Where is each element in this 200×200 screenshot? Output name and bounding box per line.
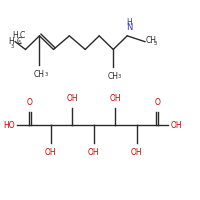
Text: H: H [12, 31, 18, 40]
Text: OH: OH [45, 148, 56, 157]
Text: CH: CH [108, 72, 119, 81]
Text: 3: 3 [44, 72, 47, 77]
Text: O: O [155, 98, 161, 107]
Text: H: H [126, 18, 132, 27]
Text: N: N [126, 23, 132, 32]
Text: OH: OH [66, 94, 78, 103]
Text: 3: 3 [11, 44, 14, 49]
Text: OH: OH [109, 94, 121, 103]
Text: H: H [9, 37, 14, 46]
Text: 3: 3 [153, 41, 157, 46]
Text: C: C [19, 31, 25, 40]
Text: OH: OH [170, 121, 182, 130]
Text: 3: 3 [17, 40, 20, 45]
Text: HO: HO [4, 121, 15, 130]
Text: OH: OH [131, 148, 142, 157]
Text: O: O [26, 98, 32, 107]
Text: C: C [16, 37, 21, 46]
Text: OH: OH [88, 148, 99, 157]
Text: CH: CH [146, 36, 157, 45]
Text: CH: CH [34, 70, 45, 79]
Text: 3: 3 [118, 74, 121, 79]
